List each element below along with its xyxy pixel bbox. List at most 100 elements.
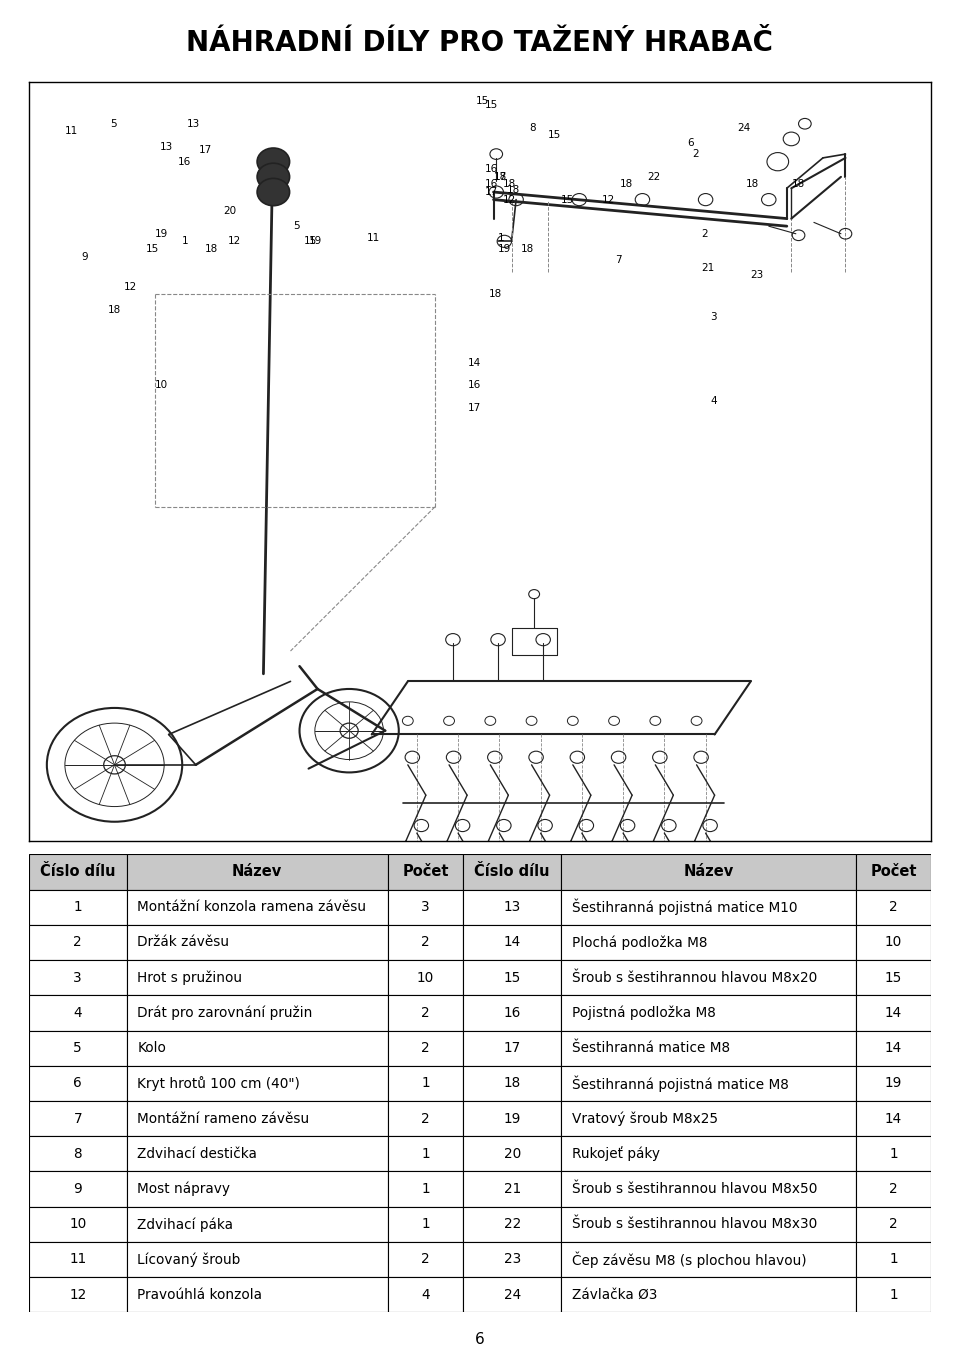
Text: 12: 12 [602,194,615,205]
Bar [562,1100,855,1136]
Bar [388,890,464,925]
Text: 13: 13 [159,142,173,152]
Text: 14: 14 [885,1111,902,1125]
Text: Most nápravy: Most nápravy [137,1182,230,1196]
Text: 18: 18 [489,290,502,299]
Text: 18: 18 [746,179,759,190]
Bar [388,1100,464,1136]
Text: Zdvihací páka: Zdvihací páka [137,1217,233,1232]
Bar [562,1277,855,1312]
Text: 1: 1 [182,236,189,246]
Text: Vratový šroub M8x25: Vratový šroub M8x25 [572,1111,718,1126]
Bar [388,1136,464,1172]
Bar [464,1100,562,1136]
Text: 3: 3 [73,971,82,984]
Text: 1: 1 [889,1252,898,1266]
Text: 15: 15 [304,236,318,246]
Text: 24: 24 [737,123,751,133]
Text: 18: 18 [520,243,534,254]
Text: 15: 15 [547,130,561,141]
Text: 2: 2 [421,1006,430,1020]
Text: 21: 21 [701,262,714,273]
Bar [855,890,931,925]
Circle shape [257,163,290,190]
Text: 16: 16 [468,380,482,391]
Bar [855,1277,931,1312]
Text: Šestihranná matice M8: Šestihranná matice M8 [572,1042,731,1055]
Bar [562,995,855,1031]
Bar [388,1241,464,1277]
Text: Pojistná podložka M8: Pojistná podložka M8 [572,1006,716,1020]
Text: Šestihranná pojistná matice M8: Šestihranná pojistná matice M8 [572,1074,789,1092]
Bar [855,1066,931,1100]
Text: 3: 3 [710,312,717,323]
Bar [855,960,931,995]
Text: 12: 12 [124,282,137,293]
Text: 2: 2 [73,935,82,950]
Text: Držák závěsu: Držák závěsu [137,935,229,950]
Text: Montážní rameno závěsu: Montážní rameno závěsu [137,1111,309,1125]
Text: 23: 23 [751,271,764,280]
Bar [127,925,388,960]
Text: 1: 1 [421,1076,430,1091]
Text: 14: 14 [885,1042,902,1055]
Text: Počet: Počet [870,864,917,879]
Bar [562,1241,855,1277]
Bar [562,1207,855,1241]
Text: 10: 10 [885,935,902,950]
Text: 8: 8 [73,1147,82,1161]
Text: Šestihranná pojistná matice M10: Šestihranná pojistná matice M10 [572,899,798,916]
Text: Šroub s šestihrannou hlavou M8x20: Šroub s šestihrannou hlavou M8x20 [572,971,817,984]
Text: 9: 9 [73,1182,82,1196]
Bar [29,925,127,960]
Bar [562,1172,855,1207]
Bar [29,854,127,890]
Bar [855,1241,931,1277]
Text: Číslo dílu: Číslo dílu [40,864,115,879]
Text: 10: 10 [156,380,168,391]
Text: 10: 10 [417,971,434,984]
Text: 1: 1 [421,1217,430,1232]
Bar [388,1066,464,1100]
Bar [29,1172,127,1207]
Bar [127,1066,388,1100]
Text: 15: 15 [485,100,498,109]
Bar [29,1066,127,1100]
Text: 1: 1 [889,1147,898,1161]
Bar [855,1207,931,1241]
Text: 15: 15 [885,971,902,984]
Bar [464,1136,562,1172]
Text: 22: 22 [647,172,660,182]
Bar [855,1100,931,1136]
Bar [388,1172,464,1207]
Text: 6: 6 [475,1333,485,1346]
Text: 19: 19 [308,236,322,246]
Text: 15: 15 [475,96,489,107]
Text: 23: 23 [504,1252,521,1266]
Text: 5: 5 [110,119,117,128]
Bar [388,1031,464,1066]
Text: 6: 6 [73,1076,82,1091]
Bar [388,1277,464,1312]
Bar [562,960,855,995]
Text: Název: Název [684,864,733,879]
Text: 2: 2 [889,1182,898,1196]
Text: Číslo dílu: Číslo dílu [474,864,550,879]
Text: 17: 17 [493,172,507,182]
Text: 13: 13 [504,901,521,915]
Text: 11: 11 [65,126,78,137]
Text: 18: 18 [493,172,507,182]
Text: 9: 9 [82,252,87,261]
Text: 4: 4 [710,395,717,406]
Bar [464,960,562,995]
Text: NÁHRADNÍ DÍLY PRO TAŽENÝ HRABAČ: NÁHRADNÍ DÍLY PRO TAŽENÝ HRABAČ [186,29,774,57]
Bar [855,1136,931,1172]
Text: 16: 16 [178,157,191,167]
Text: 15: 15 [146,243,159,254]
Bar [29,1241,127,1277]
Bar [127,960,388,995]
Text: 5: 5 [73,1042,82,1055]
Text: 19: 19 [504,1111,521,1125]
Bar [855,1031,931,1066]
Text: Montážní konzola ramena závěsu: Montážní konzola ramena závěsu [137,901,367,915]
